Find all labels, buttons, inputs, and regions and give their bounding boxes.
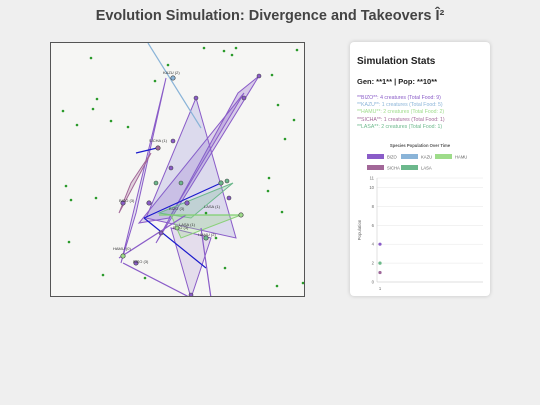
creature[interactable]: KAZU (2) [163, 70, 180, 81]
food-particles [61, 46, 304, 288]
data-point-bizo [378, 242, 382, 246]
creature-label: BIZO (3) [133, 259, 149, 264]
creature-label: KAZU (2) [163, 70, 180, 75]
species-stat-line: **LASA**: 2 creatures (Total Food: 1) [357, 123, 443, 130]
vision-cone [120, 77, 167, 264]
creature-label: HAMU (2) [198, 232, 216, 237]
legend-label: KAZU [421, 154, 432, 159]
creature[interactable]: HAMU (2) [198, 212, 244, 237]
creature[interactable]: SICHA (1) [149, 138, 168, 151]
y-tick-label: 2 [372, 261, 375, 266]
legend-label: LASA [421, 165, 432, 170]
legend-swatch [367, 165, 384, 170]
y-tick-label: 10 [369, 185, 374, 190]
data-point-sicha [378, 270, 382, 275]
data-point-lasa [378, 261, 382, 265]
vision-cone [170, 227, 212, 296]
y-tick-label: 4 [372, 242, 375, 247]
creature[interactable]: BIZO (3) [173, 200, 190, 230]
legend-swatch [401, 165, 418, 170]
species-stat-line: **SICHA**: 1 creatures (Total Food: 1) [357, 116, 445, 123]
population-chart-svg: Species Population Over Time BIZO KAZU HAMU… [357, 143, 483, 302]
legend-label: HAMU [455, 154, 467, 159]
creatures: KAZU (2) SICHA (1) BIZO (3) BIZO (3) BIZ… [113, 70, 262, 296]
creature[interactable]: BIZO (3) [133, 259, 149, 266]
vision-cone [118, 152, 152, 214]
vision-cone [137, 92, 245, 224]
creature-label: LASA (1) [204, 204, 221, 209]
creature-label: HAMU (0) [113, 246, 131, 251]
y-tick-label: 6 [372, 223, 375, 228]
creature-label: LASA (1) [179, 222, 196, 227]
simulation-canvas[interactable]: KAZU (2) SICHA (1) BIZO (3) BIZO (3) BIZ… [50, 42, 305, 297]
vision-cone [145, 96, 237, 239]
y-tick-label: 11 [370, 176, 375, 181]
y-tick-label: 8 [372, 204, 375, 209]
creature-label: BIZO (3) [169, 206, 185, 211]
creature[interactable]: LASA (1) [179, 222, 209, 241]
legend-label: SICHA [387, 165, 400, 170]
species-stat-line: **HAMU**: 2 creatures (Total Food: 2) [357, 109, 445, 116]
y-axis-label: Population [357, 219, 362, 240]
species-stat-line: **KAZU**: 1 creatures (Total Food: 5) [357, 102, 443, 109]
species-list: **BIZO**: 4 creatures (Total Food: 9) **K… [357, 95, 483, 131]
creature-label: SICHA (1) [149, 138, 168, 143]
stats-heading: Simulation Stats [357, 56, 436, 67]
legend-label: BIZO [387, 154, 398, 159]
page-title: Evolution Simulation: Divergence and Tak… [95, 8, 445, 24]
legend-swatch [367, 154, 384, 159]
creature[interactable]: LASA (1) [204, 180, 224, 209]
y-tick-label: 0 [372, 280, 375, 285]
x-tick-label: 1 [379, 286, 382, 291]
species-stat-line: **BIZO**: 4 creatures (Total Food: 9) [357, 95, 441, 101]
legend-swatch [435, 154, 452, 159]
generation-population: Gen: **1** | Pop: **10** [357, 77, 438, 86]
stats-panel: Simulation Stats Gen: **1** | Pop: **10*… [350, 42, 490, 302]
legend-swatch [401, 154, 418, 159]
creature-label: BIZO (3) [173, 225, 189, 230]
creature[interactable]: BIZO (3) [119, 198, 135, 206]
creature[interactable]: BIZO (3) [146, 200, 185, 211]
creature-label: BIZO (3) [119, 198, 135, 203]
population-chart: Species Population Over Time BIZO KAZU HAMU… [355, 140, 485, 302]
creature[interactable]: HAMU (0) [113, 246, 131, 259]
simulation-svg: KAZU (2) SICHA (1) BIZO (3) BIZO (3) BIZ… [61, 43, 304, 296]
interaction-lines [118, 43, 241, 296]
chart-title: Species Population Over Time [390, 143, 451, 148]
